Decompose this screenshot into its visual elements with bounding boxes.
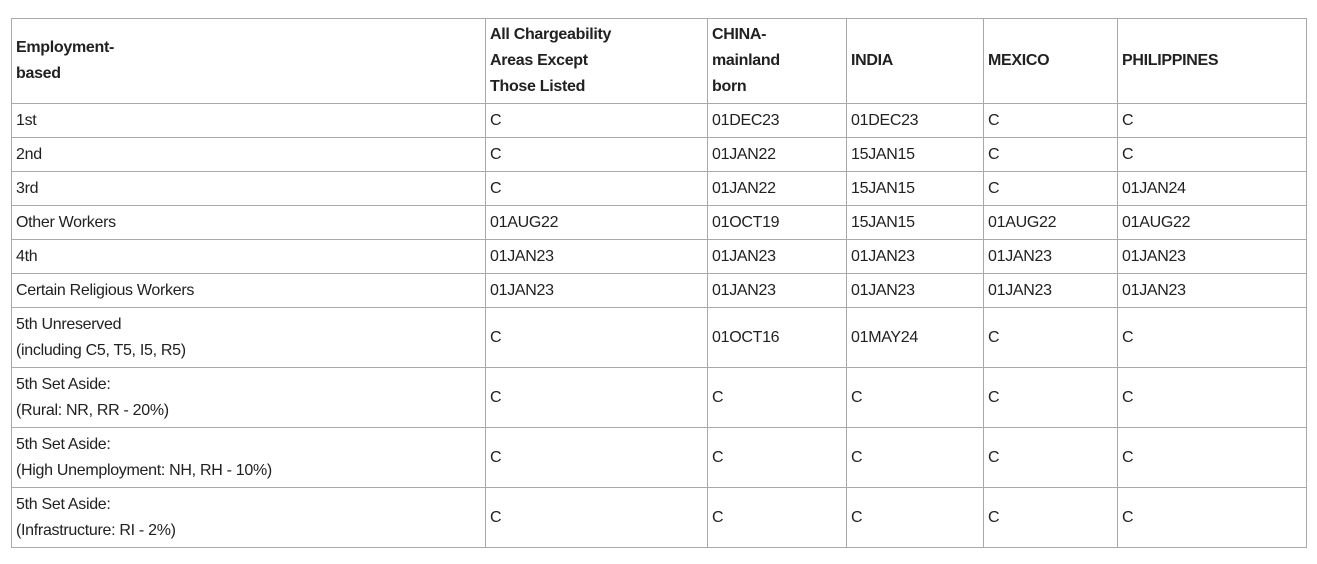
column-header: CHINA- mainland born <box>707 18 847 104</box>
cutoff-date-cell: 01JAN23 <box>846 273 984 308</box>
cutoff-date-cell: C <box>1117 487 1307 548</box>
cutoff-date-cell: C <box>1117 367 1307 428</box>
cutoff-date-cell: 01DEC23 <box>707 103 847 138</box>
cutoff-date-cell: 01JAN23 <box>846 239 984 274</box>
cutoff-date-cell: C <box>983 367 1118 428</box>
row-category: Other Workers <box>11 205 486 240</box>
cutoff-date-cell: 01JAN22 <box>707 171 847 206</box>
cutoff-date-cell: C <box>983 487 1118 548</box>
row-category: 4th <box>11 239 486 274</box>
cutoff-date-cell: C <box>1117 103 1307 138</box>
cutoff-date-cell: 01AUG22 <box>1117 205 1307 240</box>
cutoff-date-cell: C <box>485 307 708 368</box>
cutoff-date-cell: C <box>707 427 847 488</box>
cutoff-date-cell: C <box>983 427 1118 488</box>
cutoff-date-cell: C <box>983 171 1118 206</box>
table-row: 3rd C 01JAN22 15JAN15 C 01JAN24 <box>11 171 1307 206</box>
cutoff-date-cell: C <box>485 137 708 172</box>
cutoff-date-cell: C <box>1117 137 1307 172</box>
row-category: 5th Set Aside: (Infrastructure: RI - 2%) <box>11 487 486 548</box>
cutoff-date-cell: 01OCT16 <box>707 307 847 368</box>
cutoff-date-cell: 01AUG22 <box>485 205 708 240</box>
cutoff-date-cell: 01JAN23 <box>707 273 847 308</box>
table-row: 1st C 01DEC23 01DEC23 C C <box>11 103 1307 138</box>
cutoff-date-cell: C <box>983 307 1118 368</box>
cutoff-date-cell: 01JAN23 <box>1117 239 1307 274</box>
row-category: 1st <box>11 103 486 138</box>
cutoff-date-cell: C <box>846 487 984 548</box>
table-row: 2nd C 01JAN22 15JAN15 C C <box>11 137 1307 172</box>
cutoff-date-cell: C <box>707 367 847 428</box>
header-row: Employment- based All Chargeability Areas… <box>11 18 1307 104</box>
column-header: INDIA <box>846 18 984 104</box>
table-body: 1st C 01DEC23 01DEC23 C C 2nd C 01JAN22 15JAN15 C C… <box>11 103 1307 548</box>
visa-bulletin-table: Employment- based All Chargeability Areas… <box>11 18 1307 548</box>
table-row: 4th 01JAN23 01JAN23 01JAN23 01JAN23 01JAN23 <box>11 239 1307 274</box>
cutoff-date-cell: 01AUG22 <box>983 205 1118 240</box>
cutoff-date-cell: C <box>983 137 1118 172</box>
column-header: All Chargeability Areas Except Those Lis… <box>485 18 708 104</box>
row-category: 5th Set Aside: (Rural: NR, RR - 20%) <box>11 367 486 428</box>
cutoff-date-cell: 01JAN24 <box>1117 171 1307 206</box>
cutoff-date-cell: 01MAY24 <box>846 307 984 368</box>
row-category: 5th Set Aside: (High Unemployment: NH, R… <box>11 427 486 488</box>
cutoff-date-cell: 01OCT19 <box>707 205 847 240</box>
cutoff-date-cell: C <box>1117 307 1307 368</box>
cutoff-date-cell: 01JAN23 <box>1117 273 1307 308</box>
row-category: 5th Unreserved (including C5, T5, I5, R5… <box>11 307 486 368</box>
cutoff-date-cell: 01JAN23 <box>485 239 708 274</box>
row-category: 2nd <box>11 137 486 172</box>
cutoff-date-cell: C <box>485 171 708 206</box>
table-row: 5th Set Aside: (Infrastructure: RI - 2%)… <box>11 487 1307 548</box>
cutoff-date-cell: 01JAN23 <box>983 273 1118 308</box>
table-row: Other Workers 01AUG22 01OCT19 15JAN15 01AUG2… <box>11 205 1307 240</box>
cutoff-date-cell: 01JAN23 <box>707 239 847 274</box>
row-category: Certain Religious Workers <box>11 273 486 308</box>
row-category: 3rd <box>11 171 486 206</box>
column-header: PHILIPPINES <box>1117 18 1307 104</box>
cutoff-date-cell: C <box>707 487 847 548</box>
cutoff-date-cell: 01JAN23 <box>485 273 708 308</box>
column-header: MEXICO <box>983 18 1118 104</box>
cutoff-date-cell: C <box>485 487 708 548</box>
cutoff-date-cell: 01JAN23 <box>983 239 1118 274</box>
cutoff-date-cell: 15JAN15 <box>846 171 984 206</box>
table-row: 5th Set Aside: (High Unemployment: NH, R… <box>11 427 1307 488</box>
cutoff-date-cell: C <box>1117 427 1307 488</box>
table-row: 5th Unreserved (including C5, T5, I5, R5… <box>11 307 1307 368</box>
cutoff-date-cell: 15JAN15 <box>846 137 984 172</box>
table-row: Certain Religious Workers 01JAN23 01JAN23 0… <box>11 273 1307 308</box>
column-header: Employment- based <box>11 18 486 104</box>
cutoff-date-cell: C <box>485 103 708 138</box>
cutoff-date-cell: 01JAN22 <box>707 137 847 172</box>
cutoff-date-cell: C <box>846 367 984 428</box>
cutoff-date-cell: C <box>485 367 708 428</box>
cutoff-date-cell: C <box>983 103 1118 138</box>
cutoff-date-cell: 01DEC23 <box>846 103 984 138</box>
cutoff-date-cell: 15JAN15 <box>846 205 984 240</box>
cutoff-date-cell: C <box>846 427 984 488</box>
table-row: 5th Set Aside: (Rural: NR, RR - 20%) C C C C… <box>11 367 1307 428</box>
cutoff-date-cell: C <box>485 427 708 488</box>
